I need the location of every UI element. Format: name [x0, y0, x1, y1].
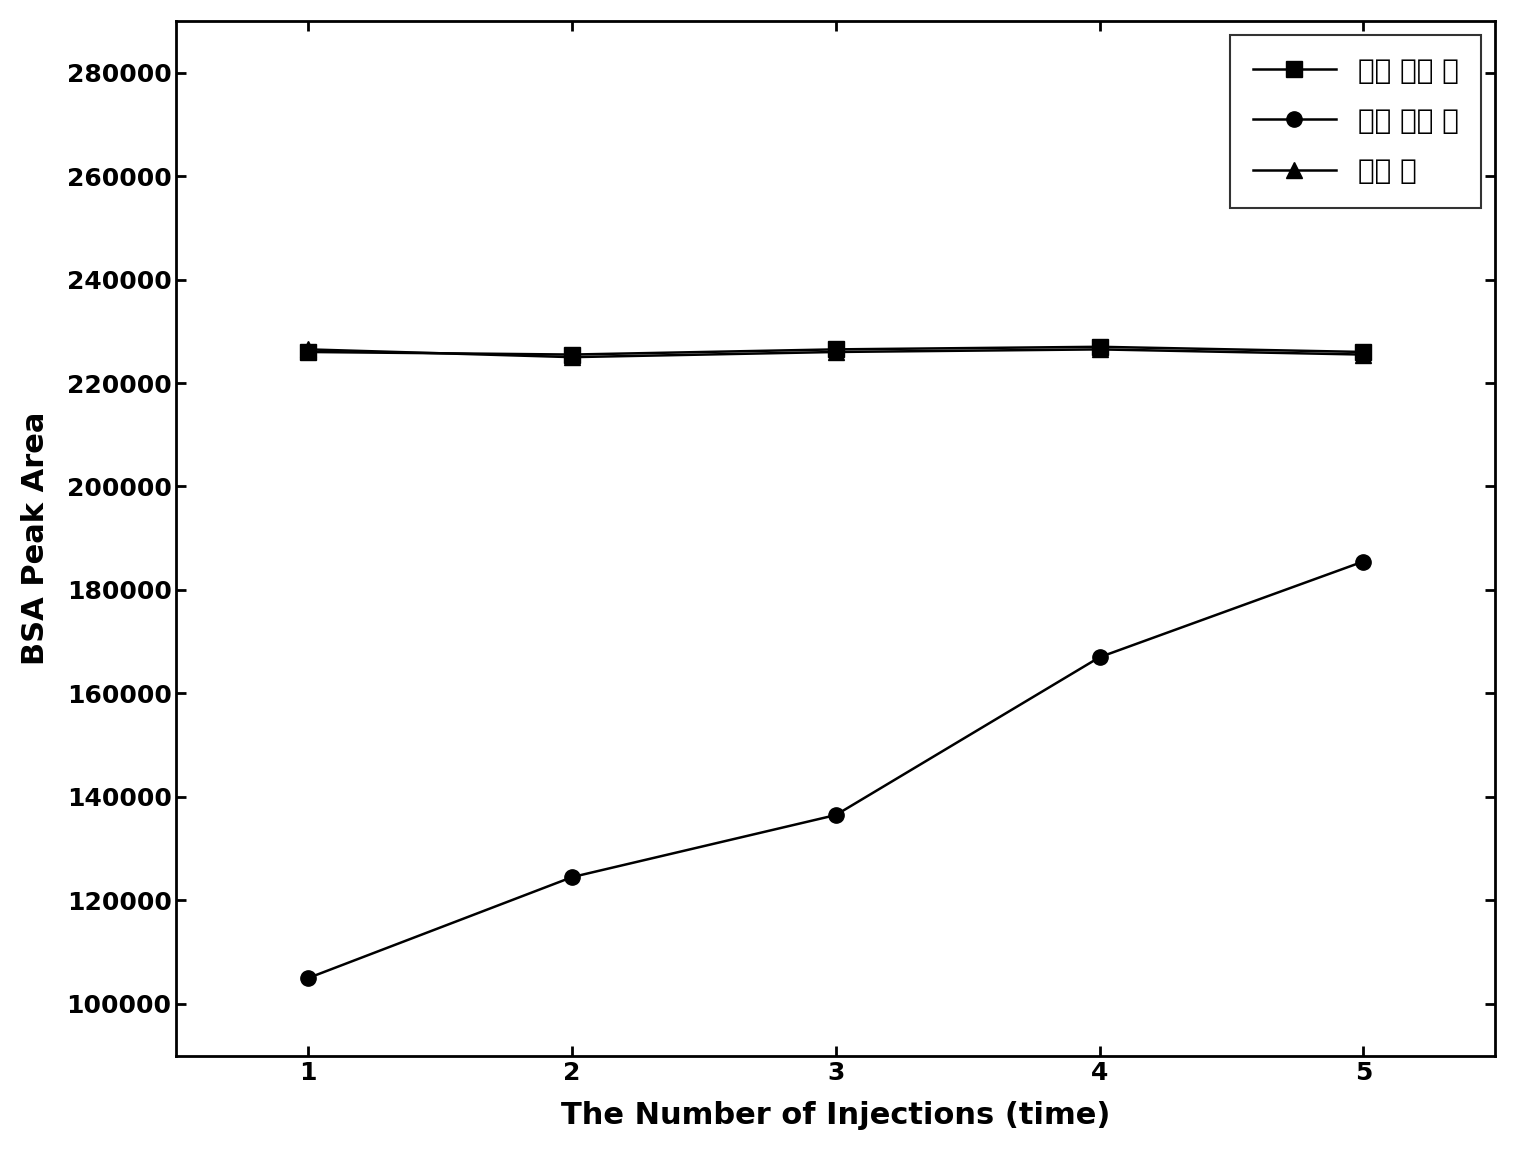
改性 前介 质	[826, 808, 844, 822]
Line: 连接 头: 连接 头	[300, 342, 1370, 365]
改性 前介 质	[299, 971, 317, 985]
连接 头	[562, 350, 581, 364]
改性 后介 质	[1354, 345, 1372, 359]
改性 后介 质	[826, 343, 844, 357]
Y-axis label: BSA Peak Area: BSA Peak Area	[21, 412, 50, 665]
改性 后介 质	[299, 345, 317, 359]
改性 后介 质	[1090, 340, 1108, 353]
连接 头	[826, 345, 844, 359]
连接 头	[1090, 343, 1108, 357]
改性 前介 质	[562, 870, 581, 884]
改性 后介 质	[562, 348, 581, 361]
连接 头	[1354, 348, 1372, 361]
改性 前介 质	[1354, 555, 1372, 569]
连接 头	[299, 343, 317, 357]
X-axis label: The Number of Injections (time): The Number of Injections (time)	[561, 1102, 1110, 1130]
改性 前介 质	[1090, 650, 1108, 664]
Line: 改性 后介 质: 改性 后介 质	[300, 340, 1370, 363]
Legend: 改性 后介 质, 改性 前介 质, 连接 头: 改性 后介 质, 改性 前介 质, 连接 头	[1231, 35, 1481, 207]
Line: 改性 前介 质: 改性 前介 质	[300, 554, 1370, 985]
